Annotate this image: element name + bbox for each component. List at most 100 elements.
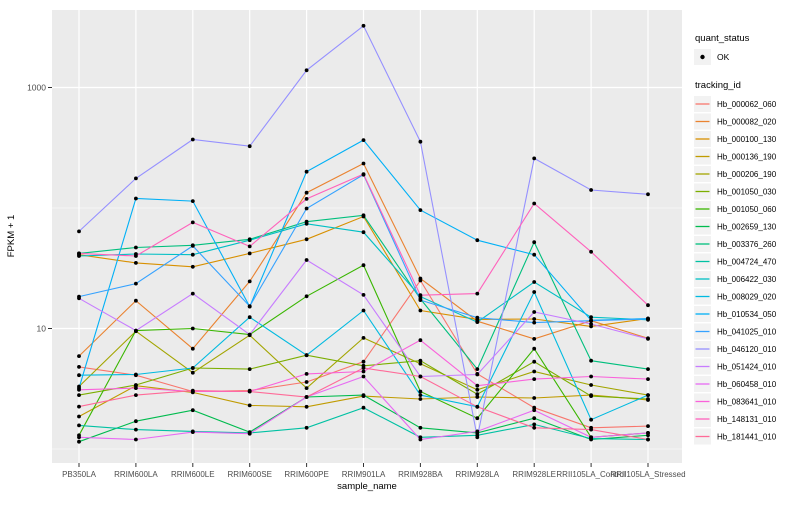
data-point	[134, 245, 138, 250]
data-point	[361, 393, 366, 397]
data-point	[304, 258, 309, 262]
x-tick-label: RRII105LA_Control	[556, 470, 626, 479]
data-point	[190, 370, 195, 375]
data-point	[77, 229, 81, 234]
data-point	[532, 396, 537, 400]
x-axis-title: sample_name	[337, 481, 397, 492]
data-point	[190, 252, 195, 257]
legend-item-label: Hb_000100_130	[717, 135, 777, 144]
legend-item-label: Hb_000062_060	[717, 100, 777, 109]
data-point	[532, 416, 537, 421]
data-point	[77, 354, 81, 358]
data-point	[418, 208, 423, 213]
data-point	[190, 326, 195, 331]
data-point	[77, 439, 81, 444]
data-point	[418, 397, 423, 401]
data-point	[77, 404, 81, 409]
data-point	[77, 251, 81, 256]
legend-item-label: Hb_046120_010	[717, 345, 777, 354]
y-tick-label: 10	[37, 324, 47, 334]
x-tick-label: RRIM928LA	[456, 470, 500, 479]
data-point	[418, 393, 423, 397]
data-point	[134, 383, 138, 387]
data-point	[247, 251, 252, 256]
data-point	[247, 389, 252, 394]
data-point	[589, 315, 593, 320]
data-point	[304, 353, 309, 358]
data-point	[77, 423, 81, 428]
data-point	[134, 427, 138, 432]
legend-title-quant-status: quant_status	[695, 33, 750, 44]
data-point	[418, 437, 423, 442]
data-point	[532, 359, 537, 364]
data-point	[361, 405, 366, 410]
data-point	[304, 372, 309, 376]
data-point	[418, 389, 423, 394]
data-point	[589, 435, 593, 440]
data-point	[532, 422, 537, 427]
legend-item-label: Hb_001050_030	[717, 188, 777, 197]
legend-item-label: Hb_008029_020	[717, 293, 777, 302]
data-point	[418, 139, 423, 144]
data-point	[304, 404, 309, 409]
data-point	[134, 437, 138, 442]
data-point	[532, 320, 537, 325]
legend-item-label: Hb_010534_050	[717, 310, 777, 319]
data-point	[475, 435, 480, 440]
data-point	[589, 427, 593, 432]
data-point	[190, 137, 195, 142]
data-point	[475, 383, 480, 388]
data-point	[77, 296, 81, 301]
data-point	[589, 417, 593, 422]
y-axis-title: FPKM + 1	[6, 215, 17, 258]
data-point	[532, 377, 537, 381]
data-point	[589, 188, 593, 192]
data-point	[190, 430, 195, 434]
legend-item-label: Hb_000136_190	[717, 153, 777, 162]
x-tick-label: RRIM901LA	[342, 470, 386, 479]
data-point	[361, 263, 366, 268]
data-point	[532, 156, 537, 161]
data-point	[77, 373, 81, 378]
data-point	[134, 328, 138, 333]
data-point	[646, 397, 650, 401]
data-point	[361, 230, 366, 235]
data-point	[532, 425, 537, 430]
legend-item-label: Hb_001050_060	[717, 205, 777, 214]
data-point	[247, 144, 252, 149]
x-tick-label: RRIM600PE	[284, 470, 328, 479]
data-point	[589, 249, 593, 254]
legend-item-label: Hb_148131_010	[717, 415, 777, 424]
data-point	[646, 377, 650, 381]
data-point	[304, 169, 309, 174]
data-point	[646, 303, 650, 308]
legend-item-label: Hb_181441_010	[717, 433, 777, 442]
data-point	[77, 435, 81, 440]
data-point	[361, 308, 366, 313]
data-point	[475, 416, 480, 421]
data-point	[532, 280, 537, 284]
legend-item-label: Hb_041025_010	[717, 328, 777, 337]
data-point	[646, 393, 650, 397]
data-point	[589, 374, 593, 379]
data-point	[304, 197, 309, 201]
data-point	[77, 387, 81, 392]
data-point	[134, 196, 138, 201]
x-tick-label: RRIM600LE	[171, 470, 215, 479]
data-point	[532, 290, 537, 294]
data-point	[475, 387, 480, 392]
data-point	[134, 261, 138, 265]
data-point	[532, 337, 537, 341]
data-point	[247, 238, 252, 243]
x-tick-label: RRIM600SE	[227, 470, 271, 479]
data-point	[646, 317, 650, 321]
data-point	[646, 337, 650, 341]
data-point	[190, 408, 195, 413]
data-point	[190, 346, 195, 351]
data-point	[190, 220, 195, 225]
data-point	[475, 315, 480, 320]
data-point	[77, 365, 81, 369]
data-point	[589, 394, 593, 398]
data-point	[190, 244, 195, 248]
